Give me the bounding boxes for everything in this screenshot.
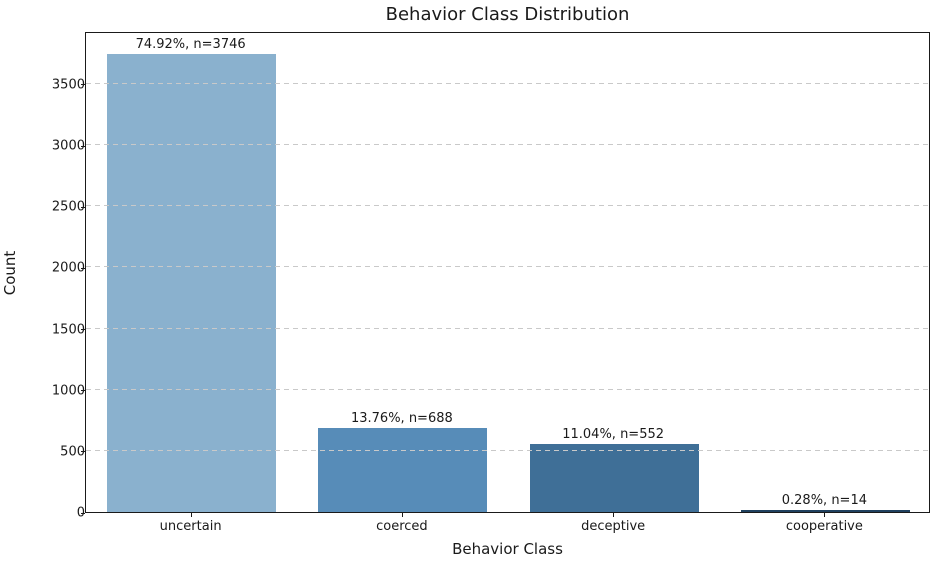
bar-coerced [318,428,488,512]
chart-title: Behavior Class Distribution [385,4,630,25]
y-tick-mark [81,512,85,514]
y-axis-label: Count [1,250,19,296]
gridline-y-3000 [86,144,929,146]
gridline-y-1500 [86,327,929,329]
plot-area [85,32,930,513]
y-tick-mark [81,390,85,392]
y-tick-label: 500 [60,444,85,460]
y-tick-label: 1000 [51,383,85,399]
bar-cooperative [740,510,910,512]
x-axis-label: Behavior Class [452,540,563,558]
gridline-y-3500 [86,82,929,84]
y-tick-label: 3500 [51,77,85,93]
bar-value-label: 74.92%, n=3746 [135,37,246,52]
x-tick-mark [190,513,192,517]
gridline-y-2000 [86,266,929,268]
y-tick-label: 1500 [51,322,85,338]
y-tick-label: 3000 [51,138,85,154]
bar-value-label: 13.76%, n=688 [350,411,453,426]
gridline-y-500 [86,449,929,451]
x-tick-label-cooperative: cooperative [785,519,863,534]
y-tick-label: 2000 [51,260,85,276]
x-tick-mark [613,513,615,517]
y-tick-mark [81,267,85,269]
y-tick-label: 0 [77,506,85,521]
bar-deceptive [529,444,699,512]
y-tick-mark [81,145,85,147]
gridline-y-1000 [86,388,929,390]
x-tick-label-coerced: coerced [376,519,428,534]
x-tick-mark [401,513,403,517]
gridline-y-2500 [86,205,929,207]
bar-value-label: 11.04%, n=552 [562,427,665,442]
y-tick-mark [81,84,85,86]
x-tick-label-deceptive: deceptive [581,519,646,534]
x-tick-label-uncertain: uncertain [159,519,222,534]
y-tick-mark [81,329,85,331]
y-tick-mark [81,451,85,453]
y-tick-mark [81,206,85,208]
x-tick-mark [824,513,826,517]
bar-value-label: 0.28%, n=14 [781,493,867,508]
bar-uncertain [107,54,277,512]
y-tick-label: 2500 [51,199,85,215]
